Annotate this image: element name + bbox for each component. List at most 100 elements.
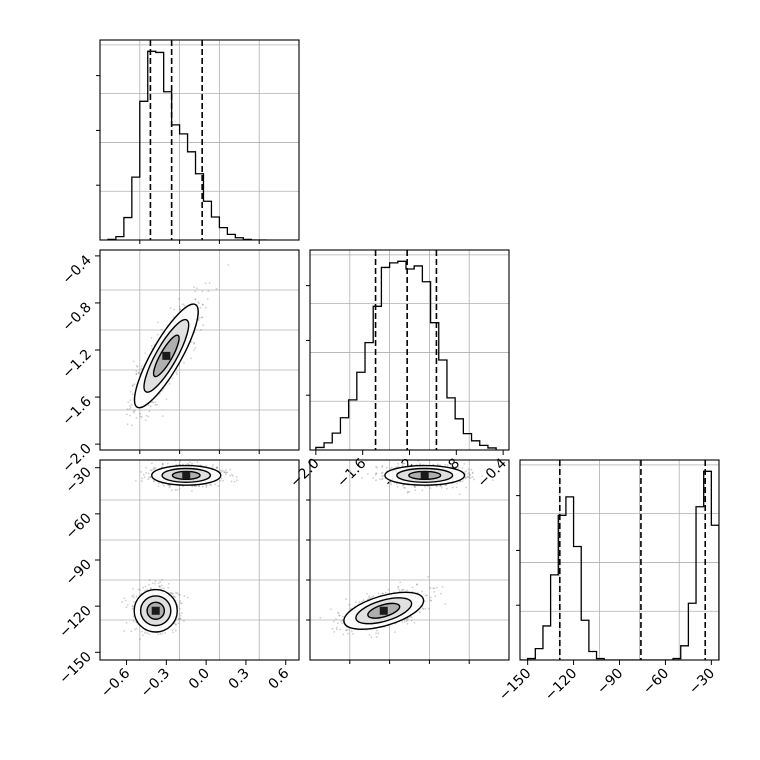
sample-point	[220, 477, 223, 480]
x-tick-label: 0.0	[186, 666, 213, 693]
sample-point	[186, 596, 189, 599]
sample-point	[202, 324, 205, 327]
sample-point	[146, 632, 148, 634]
sample-point	[187, 463, 189, 465]
sample-point	[352, 632, 354, 635]
sample-point	[424, 607, 427, 610]
sample-point	[404, 620, 406, 623]
sample-point	[469, 476, 472, 479]
sample-point	[190, 357, 193, 360]
sample-point	[150, 345, 153, 347]
sample-point	[154, 583, 157, 585]
density-peak	[162, 351, 171, 360]
sample-point	[381, 466, 384, 469]
sample-point	[429, 599, 432, 602]
sample-point	[413, 485, 416, 488]
sample-point	[422, 608, 425, 611]
sample-point	[153, 466, 156, 469]
sample-point	[144, 585, 147, 588]
sample-point	[205, 486, 208, 488]
sample-point	[473, 478, 475, 481]
sample-point	[159, 585, 162, 588]
sample-point	[396, 485, 399, 488]
sample-point	[465, 486, 467, 489]
sample-point	[406, 622, 409, 625]
sample-point	[140, 480, 143, 482]
sample-point	[172, 592, 174, 595]
sample-point	[445, 487, 448, 490]
sample-point	[459, 480, 461, 483]
sample-point	[97, 482, 99, 484]
sample-point	[466, 475, 469, 478]
sample-point	[132, 384, 134, 386]
sample-point	[126, 423, 129, 426]
sample-point	[342, 633, 345, 636]
histogram-step	[315, 260, 497, 450]
sample-point	[464, 477, 467, 480]
sample-point	[196, 287, 198, 290]
sample-point	[149, 476, 152, 478]
sample-point	[198, 485, 200, 488]
sample-point	[178, 612, 181, 615]
sample-point	[139, 638, 142, 640]
sample-point	[129, 390, 132, 393]
sample-point	[154, 401, 157, 403]
sample-point	[179, 618, 182, 620]
sample-point	[445, 484, 448, 486]
sample-point	[152, 401, 155, 404]
sample-point	[161, 462, 164, 465]
sample-point	[177, 617, 180, 620]
sample-point	[219, 479, 222, 482]
sample-point	[429, 487, 432, 490]
sample-point	[347, 628, 349, 631]
y-tick-label: −1.6	[59, 394, 94, 429]
sample-point	[144, 352, 147, 355]
sample-point	[455, 486, 458, 489]
sample-point	[179, 617, 182, 619]
sample-point	[153, 468, 156, 470]
sample-point	[130, 630, 133, 633]
sample-point	[132, 410, 135, 413]
sample-point	[179, 602, 182, 605]
sample-point	[214, 483, 217, 486]
sample-point	[177, 618, 180, 621]
sample-point	[221, 469, 224, 472]
sample-point	[160, 633, 163, 635]
sample-point	[223, 471, 226, 474]
sample-point	[141, 416, 143, 418]
sample-point	[361, 600, 364, 603]
sample-point	[142, 586, 145, 589]
sample-point	[147, 476, 150, 479]
sample-point	[235, 475, 238, 478]
sample-point	[135, 364, 138, 367]
sample-point	[178, 305, 181, 308]
sample-point	[402, 462, 404, 465]
sample-point	[175, 591, 177, 594]
sample-point	[149, 469, 152, 472]
sample-point	[390, 483, 392, 486]
sample-point	[401, 589, 403, 592]
sample-point	[413, 621, 416, 624]
sample-point	[134, 480, 137, 482]
sample-point	[151, 401, 153, 403]
sample-point	[167, 582, 170, 585]
x-tick-label: −2.0	[287, 456, 322, 491]
sample-point	[174, 596, 176, 598]
sample-point	[406, 491, 409, 494]
sample-point	[123, 597, 126, 599]
sample-point	[136, 365, 139, 368]
sample-point	[154, 403, 157, 406]
sample-point	[338, 614, 340, 617]
sample-point	[407, 490, 409, 493]
sample-point	[382, 592, 384, 595]
sample-point	[157, 582, 160, 585]
sample-point	[470, 468, 473, 471]
sample-point	[454, 466, 457, 468]
sample-point	[450, 465, 453, 468]
sample-point	[471, 471, 474, 474]
density-peak	[379, 606, 388, 615]
sample-point	[160, 587, 163, 590]
sample-point	[339, 614, 341, 617]
sample-point	[331, 627, 334, 630]
